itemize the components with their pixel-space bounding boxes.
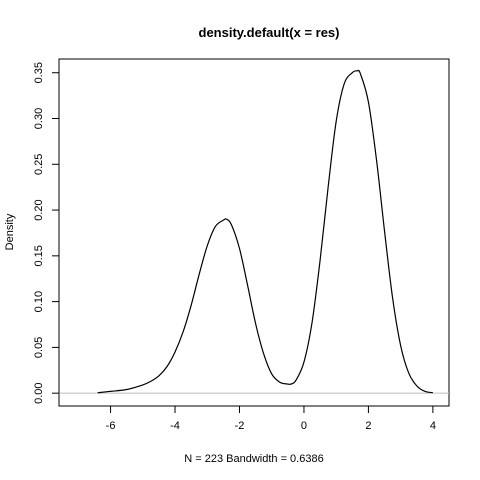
x-tick-label: 4: [430, 420, 436, 432]
y-axis-label: Density: [4, 213, 16, 250]
y-tick-label: 0.00: [33, 382, 45, 403]
plot-frame: [58, 58, 450, 407]
y-axis: 0.00 0.05 0.10 0.15 0.20 0.25 0.30 0.35: [33, 62, 60, 404]
x-tick-label: 0: [301, 420, 307, 432]
density-curve: [97, 69, 433, 394]
y-tick-label: 0.20: [33, 199, 45, 220]
x-tick-label: 2: [365, 420, 371, 432]
y-tick-label: 0.25: [33, 154, 45, 175]
y-tick-label: 0.35: [33, 62, 45, 83]
x-axis: -6 -4 -2 0 2 4: [106, 405, 436, 432]
chart-title: density.default(x = res): [199, 25, 340, 40]
y-tick-label: 0.10: [33, 291, 45, 312]
x-axis-label: N = 223 Bandwidth = 0.6386: [184, 453, 323, 465]
y-tick-label: 0.15: [33, 245, 45, 266]
y-tick-label: 0.05: [33, 337, 45, 358]
y-tick-label: 0.30: [33, 108, 45, 129]
x-tick-label: -6: [106, 420, 116, 432]
x-tick-label: -2: [235, 420, 245, 432]
x-tick-label: -4: [170, 420, 180, 432]
